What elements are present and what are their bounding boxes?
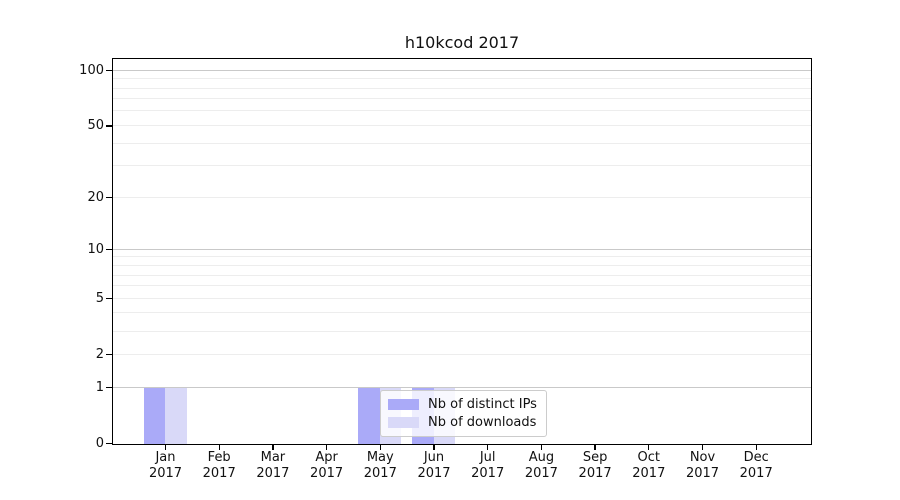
- gridline-minor-5: [113, 297, 811, 299]
- x-tick-label-apr: Apr 2017: [292, 450, 362, 481]
- x-tick-mark-oct: [648, 445, 650, 450]
- legend-label-distinct-ips: Nb of distinct IPs: [428, 396, 537, 412]
- y-tick-label-5: 5: [95, 290, 104, 306]
- y-tick-mark-50: [105, 125, 113, 127]
- x-tick-year: 2017: [148, 465, 183, 481]
- legend-swatch-distinct-ips: [388, 398, 419, 410]
- plot-area: [112, 58, 812, 445]
- gridline-minor-90: [113, 78, 811, 80]
- x-tick-mark-apr: [325, 445, 328, 450]
- x-tick-mark-feb: [218, 445, 220, 450]
- gridline-minor-4: [113, 312, 811, 314]
- y-tick-mark-10: [105, 249, 113, 251]
- x-tick-mark-dec: [755, 445, 757, 450]
- y-tick-label-100: 100: [79, 62, 104, 78]
- x-tick-month: Mar: [260, 450, 286, 465]
- x-tick-year: 2017: [417, 465, 451, 481]
- gridline-minor-9: [113, 256, 811, 258]
- x-tick-label-sep: Sep 2017: [560, 450, 630, 481]
- x-tick-year: 2017: [632, 465, 666, 481]
- y-tick-label-2: 2: [95, 346, 104, 362]
- x-tick-mark-jan: [164, 445, 167, 450]
- x-tick-mark-nov: [701, 445, 704, 450]
- y-tick-mark-1: [105, 386, 113, 389]
- x-tick-month: Jul: [479, 450, 496, 465]
- legend-item-distinct-ips: Nb of distinct IPs: [388, 397, 546, 412]
- x-tick-month: Jun: [423, 450, 445, 465]
- gridline-minor-70: [113, 98, 811, 100]
- x-tick-year: 2017: [685, 465, 720, 481]
- gridline-minor-8: [113, 265, 811, 266]
- y-tick-mark-0: [105, 442, 113, 445]
- gridline-major-100: [113, 69, 811, 71]
- x-tick-month: Sep: [582, 450, 608, 465]
- x-tick-label-may: May 2017: [345, 450, 415, 481]
- x-tick-mark-aug: [540, 445, 543, 450]
- y-tick-label-20: 20: [87, 189, 104, 205]
- legend-label-downloads: Nb of downloads: [428, 415, 537, 431]
- x-tick-year: 2017: [310, 465, 344, 481]
- x-tick-month: May: [366, 450, 394, 465]
- x-tick-month: Nov: [689, 450, 716, 465]
- x-tick-mark-may: [379, 445, 381, 450]
- y-tick-mark-5: [105, 298, 113, 300]
- x-tick-year: 2017: [471, 465, 505, 481]
- y-tick-mark-100: [105, 69, 113, 72]
- bar-distinct-ips-jan: [143, 388, 165, 444]
- x-tick-year: 2017: [578, 465, 612, 481]
- chart-title: h10kcod 2017: [404, 33, 520, 52]
- bar-distinct-ips-may: [358, 388, 380, 444]
- gridline-minor-6: [113, 285, 811, 287]
- x-tick-mark-jul: [487, 445, 489, 450]
- x-tick-mark-jun: [433, 445, 435, 450]
- x-tick-label-jan: Jan 2017: [131, 450, 201, 481]
- x-tick-mark-mar: [272, 445, 274, 450]
- gridline-major-10: [113, 248, 811, 250]
- y-tick-label-10: 10: [87, 241, 104, 257]
- gridline-major-1: [113, 386, 811, 388]
- x-tick-label-mar: Mar 2017: [238, 450, 308, 481]
- x-tick-year: 2017: [256, 465, 290, 481]
- x-tick-label-jul: Jul 2017: [453, 450, 523, 481]
- x-tick-month: Oct: [637, 450, 661, 465]
- x-tick-label-jun: Jun 2017: [399, 450, 469, 481]
- x-tick-label-dec: Dec 2017: [721, 450, 791, 481]
- legend-swatch-downloads: [388, 417, 419, 429]
- y-tick-mark-2: [105, 354, 113, 356]
- gridline-minor-2: [113, 353, 811, 355]
- legend-item-downloads: Nb of downloads: [388, 415, 546, 430]
- gridline-minor-50: [113, 124, 811, 126]
- bar-downloads-jan: [165, 388, 187, 444]
- x-tick-label-aug: Aug 2017: [506, 450, 576, 481]
- x-tick-month: Dec: [743, 450, 769, 465]
- gridline-minor-80: [113, 87, 811, 89]
- y-tick-mark-20: [105, 196, 113, 199]
- x-tick-label-oct: Oct 2017: [614, 450, 684, 481]
- x-tick-month: Feb: [207, 450, 231, 465]
- gridline-minor-7: [113, 274, 811, 276]
- x-tick-year: 2017: [202, 465, 236, 481]
- y-tick-label-0: 0: [95, 435, 104, 451]
- gridline-minor-60: [113, 110, 811, 112]
- y-tick-label-1: 1: [95, 379, 104, 395]
- gridline-minor-30: [113, 165, 811, 167]
- gridline-minor-3: [113, 330, 811, 332]
- gridline-minor-20: [113, 196, 811, 198]
- x-tick-year: 2017: [363, 465, 397, 481]
- x-tick-month: Jan: [155, 450, 176, 465]
- x-tick-label-feb: Feb 2017: [184, 450, 254, 481]
- x-tick-year: 2017: [739, 465, 773, 481]
- x-tick-year: 2017: [524, 465, 558, 481]
- x-tick-month: Apr: [315, 450, 338, 465]
- y-tick-label-50: 50: [87, 117, 104, 133]
- x-tick-month: Aug: [528, 450, 555, 465]
- x-tick-mark-sep: [594, 445, 596, 450]
- gridline-minor-40: [113, 142, 811, 144]
- x-tick-label-nov: Nov 2017: [668, 450, 738, 481]
- legend-box: Nb of distinct IPs Nb of downloads: [380, 390, 547, 437]
